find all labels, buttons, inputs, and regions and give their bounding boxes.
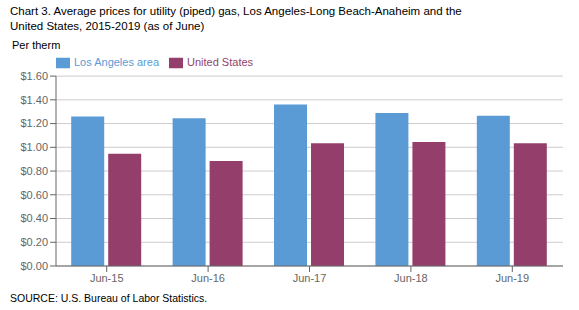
svg-text:Jun-16: Jun-16	[191, 272, 225, 284]
html-text:United States: United States	[187, 56, 254, 68]
svg-text:Jun-19: Jun-19	[495, 272, 529, 284]
svg-text:$0.20: $0.20	[20, 236, 48, 248]
svg-text:$1.60: $1.60	[20, 70, 48, 82]
svg-text:$1.20: $1.20	[20, 117, 48, 129]
svg-text:$0.00: $0.00	[20, 260, 48, 272]
svg-text:Jun-15: Jun-15	[90, 272, 124, 284]
svg-text:$1.00: $1.00	[20, 141, 48, 153]
html-text:Chart 3. Average prices for ut: Chart 3. Average prices for utility (pip…	[10, 5, 462, 17]
svg-text:$0.80: $0.80	[20, 165, 48, 177]
html-text:Los Angeles area: Los Angeles area	[74, 56, 159, 68]
html-text:United States, 2015-2019 (as o: United States, 2015-2019 (as of June)	[10, 20, 205, 32]
svg-text:Jun-18: Jun-18	[394, 272, 428, 284]
html-text:SOURCE: U.S. Bureau of Labor S: SOURCE: U.S. Bureau of Labor Statistics.	[10, 292, 208, 304]
svg-text:$1.40: $1.40	[20, 94, 48, 106]
svg-text:$0.60: $0.60	[20, 189, 48, 201]
svg-text:Jun-17: Jun-17	[293, 272, 327, 284]
svg-text:$0.40: $0.40	[20, 212, 48, 224]
html-text:Per therm: Per therm	[12, 39, 61, 51]
